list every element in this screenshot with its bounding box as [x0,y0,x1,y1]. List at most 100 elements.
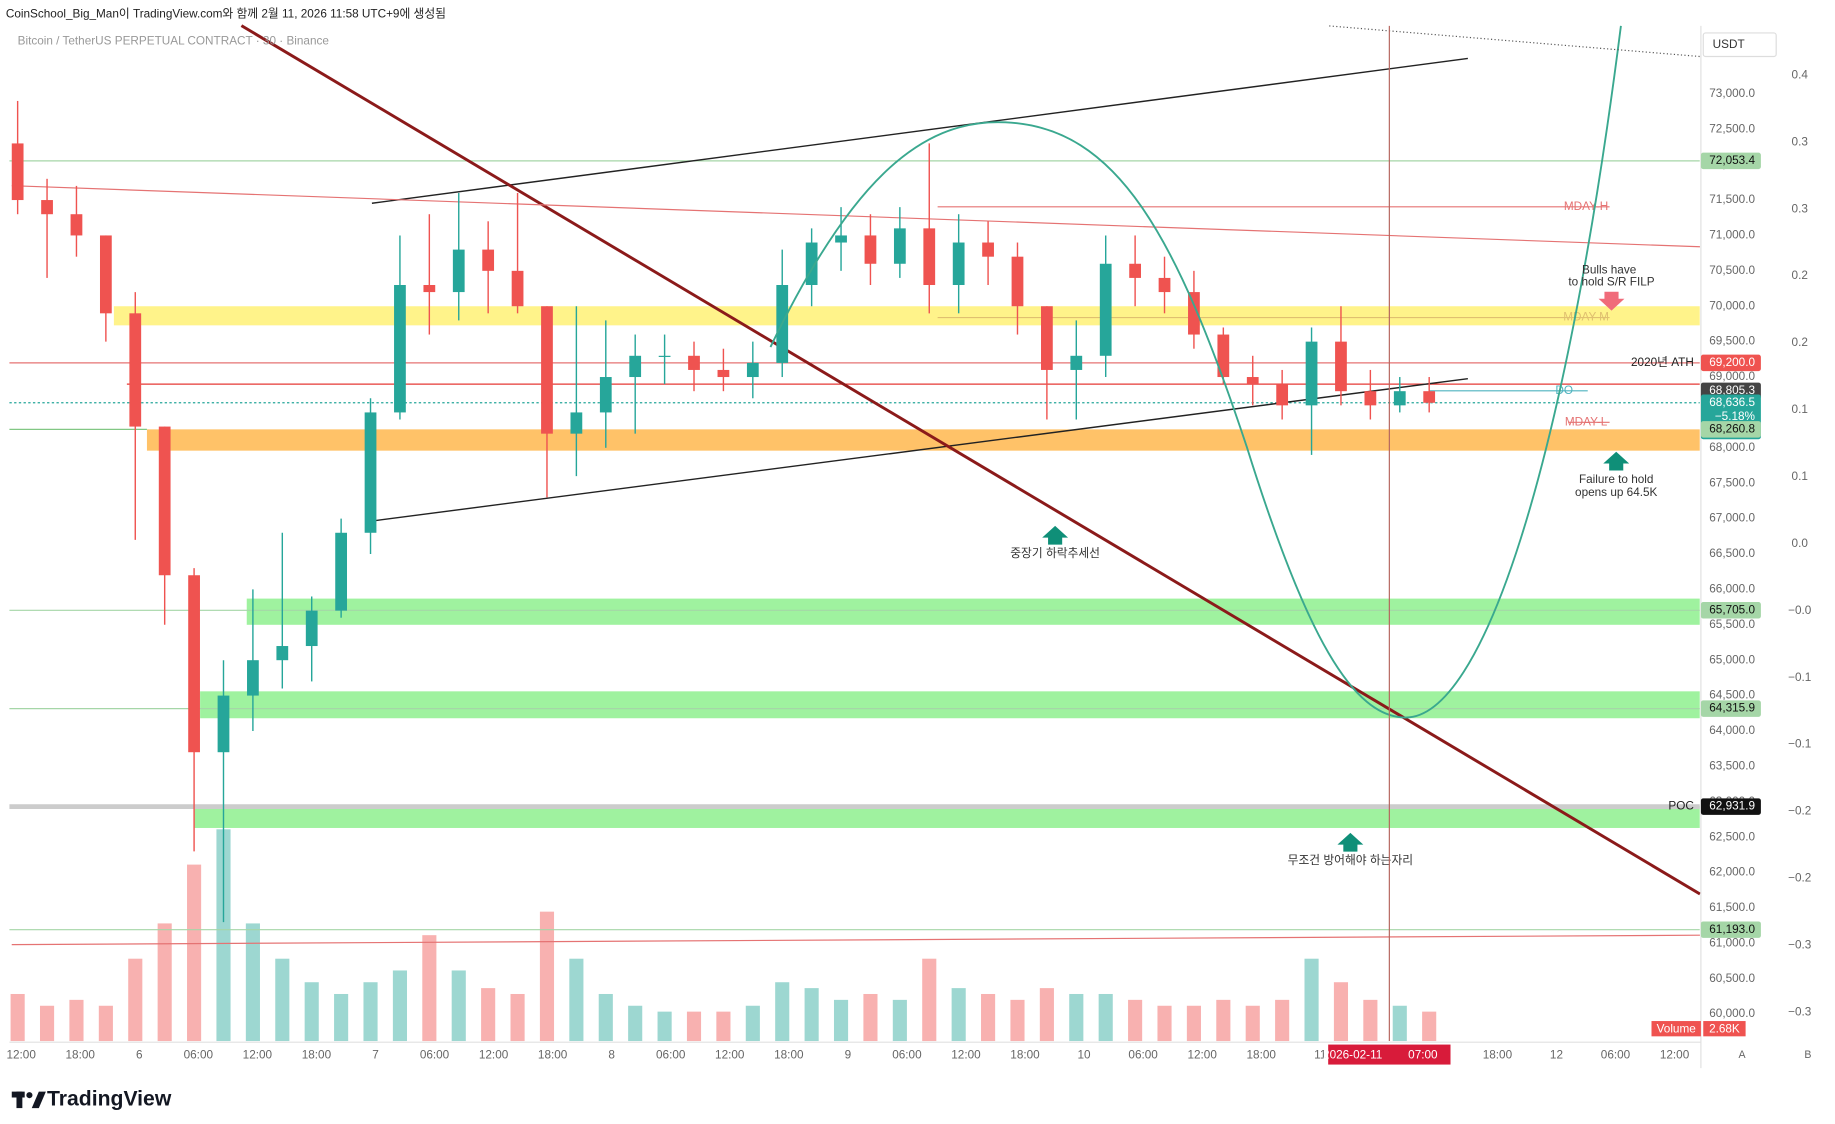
candle-body [1364,391,1377,406]
volume-value: 2.68K [1709,1022,1740,1035]
x-tick-label: 18:00 [1247,1048,1277,1061]
volume-bar [775,982,790,1042]
volume-bar [863,993,878,1042]
volume-bar [1216,999,1231,1042]
y-tick-label: 61,000.0 [1709,936,1755,949]
y-tick-label: 60,500.0 [1709,972,1755,985]
candle-body [570,412,583,434]
volume-bar [833,999,849,1042]
candle-body [1070,355,1083,370]
volume-bar [334,993,349,1042]
candle-body [41,200,53,215]
volume-bar [1304,958,1319,1042]
volume-bar [598,993,613,1042]
volume-bar [892,999,907,1042]
candle-body [11,143,24,201]
x-tick-label: 06:00 [656,1048,686,1061]
scale-label: 0.2 [1792,269,1808,282]
candle-body [276,646,289,661]
x-tick-label: 18:00 [538,1048,568,1061]
y-tick-label: 66,000.0 [1709,583,1755,596]
candle-body [717,369,730,378]
volume-bar [804,988,819,1042]
crosshair-label-box [1328,1044,1451,1065]
volume-bar [451,970,466,1042]
candle-body [1041,306,1053,370]
candle-body [629,355,642,378]
candle-body [1011,256,1024,307]
volume-bar [922,958,937,1042]
scale-label: 0.0 [1792,537,1809,550]
price-label-box [1700,602,1761,619]
candle-body [1305,341,1318,406]
y-tick-label: 70,000.0 [1709,299,1755,312]
candle-body [1246,377,1259,385]
x-tick-label: 18:00 [66,1048,96,1061]
x-tick-label: 10 [1078,1048,1092,1061]
annotation: to hold S/R FILP [1568,275,1654,288]
scale-label: 0.2 [1792,336,1808,349]
volume-bar [951,988,966,1042]
candle-body [1335,341,1347,392]
price-label: 68,260.8 [1709,422,1755,435]
x-tick-label: 06:00 [1128,1048,1158,1061]
annotation: Failure to hold [1579,473,1653,486]
x-tick-label: 8 [608,1048,615,1061]
y-tick-label: 72,500.0 [1709,122,1755,135]
zone [246,598,1700,625]
price-label: 61,193.0 [1709,923,1755,936]
candle-body [599,377,612,413]
candle-body [217,695,230,753]
price-label: 69,200.0 [1709,356,1755,369]
x-tick-label: 06:00 [184,1048,214,1061]
up-arrow [1337,832,1364,852]
candle-body [1393,391,1406,406]
scale-label: 0.1 [1792,403,1808,416]
annotation: 무조건 방어해야 하는자리 [1288,853,1413,867]
volume-bar [128,958,143,1042]
y-tick-label: 73,000.0 [1709,87,1755,100]
candle-body [99,235,112,314]
scale-label: 0.4 [1792,68,1809,81]
volume-bar [1422,1011,1437,1042]
x-tick-label: 12:00 [1187,1048,1217,1061]
volume-bar [422,935,437,1042]
candle-body [423,285,436,293]
scale-label: 0.3 [1792,135,1809,148]
y-tick-label: 64,000.0 [1709,724,1755,737]
scale-label: −0.3 [1788,1005,1812,1018]
y-tick-label: 67,000.0 [1709,512,1755,525]
volume-bar [304,982,319,1042]
x-tick-label: 12:00 [6,1048,36,1061]
price-label-extra: −5.18% [1715,410,1756,423]
volume-title: Volume [1657,1022,1697,1035]
level-label: MDAY-L [1565,415,1608,428]
volume-bar [157,923,172,1042]
corner-label: A [1739,1049,1747,1061]
x-tick-label: 9 [845,1048,852,1061]
candle-body [482,249,495,271]
level-label: MDAY-H [1564,200,1608,213]
candle-body [335,532,348,611]
volume-bar [1363,999,1378,1042]
trend-line [240,24,1701,896]
volume-bar [481,988,496,1042]
annotation: 중장기 하락추세선 [1010,546,1100,560]
x-tick-label: 7 [372,1048,379,1061]
currency: USDT [1713,38,1745,51]
y-tick-label: 63,500.0 [1709,759,1755,772]
x-tick-label: 12:00 [1660,1048,1690,1061]
volume-bar [569,958,584,1042]
volume-title-box [1651,1021,1701,1037]
x-tick-label: 12:00 [243,1048,273,1061]
zone [113,306,1700,326]
y-tick-label: 70,500.0 [1709,264,1755,277]
level-label: POC [1668,800,1694,813]
price-label-box [1700,421,1761,438]
up-arrow [1603,451,1630,471]
x-tick-label: 18:00 [1483,1048,1513,1061]
down-arrow [1598,291,1625,311]
x-tick-label: 06:00 [1601,1048,1631,1061]
candle-body [1423,391,1436,403]
